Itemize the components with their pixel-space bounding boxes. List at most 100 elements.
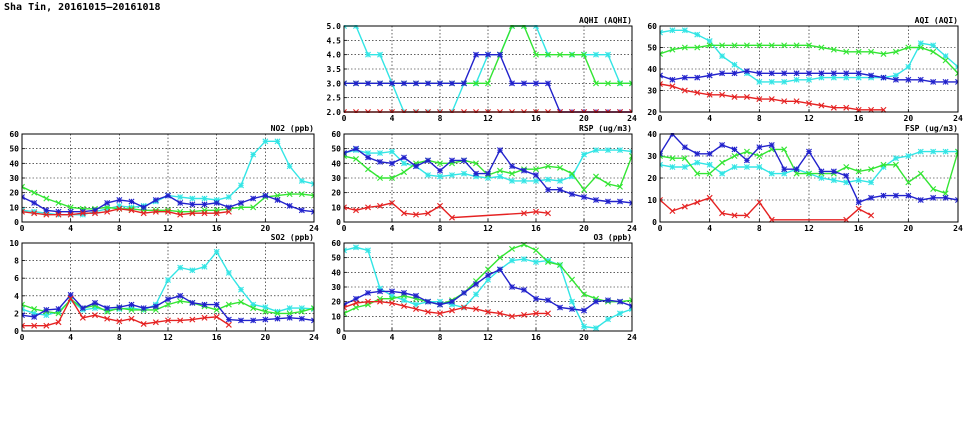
data-point-blue xyxy=(694,74,701,81)
data-point-cyan xyxy=(868,179,875,186)
data-point-blue xyxy=(533,295,539,302)
data-point-red xyxy=(706,194,713,201)
y-tick-label: 4.0 xyxy=(327,51,342,60)
data-point-green xyxy=(286,191,293,198)
data-point-blue xyxy=(818,70,825,77)
x-tick-label: 16 xyxy=(531,114,541,123)
x-tick-label: 12 xyxy=(483,333,493,342)
y-tick-label: 8 xyxy=(14,257,19,266)
data-point-red xyxy=(806,100,812,107)
data-point-cyan xyxy=(781,170,788,177)
x-tick-label: 12 xyxy=(804,224,814,233)
y-tick-label: 50 xyxy=(331,254,341,263)
data-point-blue xyxy=(605,297,611,304)
data-point-red xyxy=(225,321,232,328)
data-point-red xyxy=(92,210,98,217)
data-point-green xyxy=(706,170,713,177)
data-point-red xyxy=(437,310,443,317)
data-point-red xyxy=(461,304,467,311)
data-point-green xyxy=(581,186,587,193)
data-point-red xyxy=(189,210,196,217)
series-line-red xyxy=(22,296,230,327)
data-point-green xyxy=(485,80,491,87)
data-point-blue xyxy=(286,202,293,209)
data-point-blue xyxy=(128,301,135,308)
data-point-cyan xyxy=(485,276,491,283)
data-point-blue xyxy=(843,172,850,179)
data-point-cyan xyxy=(581,151,587,158)
data-point-red xyxy=(389,199,395,206)
data-point-green xyxy=(694,170,701,177)
data-point-red xyxy=(756,96,763,103)
data-point-green xyxy=(485,266,491,273)
data-point-red xyxy=(377,298,383,305)
data-point-cyan xyxy=(917,148,924,155)
series-line-cyan xyxy=(572,54,632,85)
y-tick-label: 60 xyxy=(647,22,657,31)
data-point-cyan xyxy=(743,164,750,170)
plot-frame xyxy=(343,133,633,223)
data-point-red xyxy=(165,208,171,215)
data-point-blue xyxy=(449,157,455,164)
x-tick-label: 20 xyxy=(579,114,589,123)
data-point-blue xyxy=(437,167,443,174)
data-point-red xyxy=(79,314,86,321)
data-point-cyan xyxy=(681,27,688,34)
data-point-green xyxy=(377,175,383,181)
data-point-blue xyxy=(892,192,899,199)
x-tick-label: 8 xyxy=(117,224,122,233)
data-point-cyan xyxy=(274,138,281,145)
data-point-cyan xyxy=(298,177,305,184)
x-tick-label: 16 xyxy=(854,114,864,123)
data-point-blue xyxy=(401,289,407,296)
page-title: Sha Tin, 20161015—20161018 xyxy=(4,2,161,13)
x-tick-label: 24 xyxy=(953,224,963,233)
data-point-blue xyxy=(413,80,419,87)
data-point-green xyxy=(681,44,688,51)
data-point-red xyxy=(533,208,539,215)
data-point-blue xyxy=(353,145,359,152)
data-point-green xyxy=(533,51,539,58)
data-point-blue xyxy=(31,313,38,320)
data-point-blue xyxy=(706,72,713,79)
data-point-cyan xyxy=(189,195,196,202)
x-tick-label: 8 xyxy=(757,224,762,233)
data-point-green xyxy=(344,310,347,317)
series-line-red xyxy=(660,83,884,111)
data-point-blue xyxy=(545,186,551,193)
data-point-green xyxy=(104,204,111,211)
data-point-blue xyxy=(104,305,111,312)
chart-rsp: RSP (ug/m3) 0 4 8 12 16 20 24 0 10 20 30 40 50 60 xyxy=(331,124,637,233)
data-point-green xyxy=(213,306,220,313)
data-point-green xyxy=(286,310,293,317)
data-point-blue xyxy=(855,70,862,77)
x-tick-label: 16 xyxy=(531,333,541,342)
data-point-blue xyxy=(509,284,515,290)
y-tick-label: 60 xyxy=(331,239,341,248)
data-point-green xyxy=(545,51,551,58)
y-tick-label: 10 xyxy=(647,196,657,205)
x-tick-label: 24 xyxy=(309,333,319,342)
data-point-blue xyxy=(425,80,431,87)
data-point-cyan xyxy=(781,78,788,85)
chart-title: RSP (ug/m3) xyxy=(579,124,632,133)
data-point-cyan xyxy=(719,53,726,60)
data-point-red xyxy=(694,89,701,96)
data-point-cyan xyxy=(177,194,184,201)
data-point-green xyxy=(660,50,663,57)
data-point-cyan xyxy=(225,269,232,276)
data-point-cyan xyxy=(768,170,775,177)
chart-title: AQHI (AQHI) xyxy=(579,16,632,25)
data-point-blue xyxy=(22,312,25,319)
data-point-red xyxy=(401,210,407,217)
x-tick-label: 24 xyxy=(627,333,637,342)
data-point-blue xyxy=(449,80,455,87)
data-point-red xyxy=(681,87,688,94)
y-tick-label: 0 xyxy=(336,218,341,227)
data-point-blue xyxy=(533,80,539,87)
data-point-green xyxy=(669,46,676,53)
x-tick-label: 20 xyxy=(579,224,589,233)
data-point-cyan xyxy=(669,164,676,170)
data-point-red xyxy=(152,319,159,326)
data-point-blue xyxy=(201,201,208,208)
